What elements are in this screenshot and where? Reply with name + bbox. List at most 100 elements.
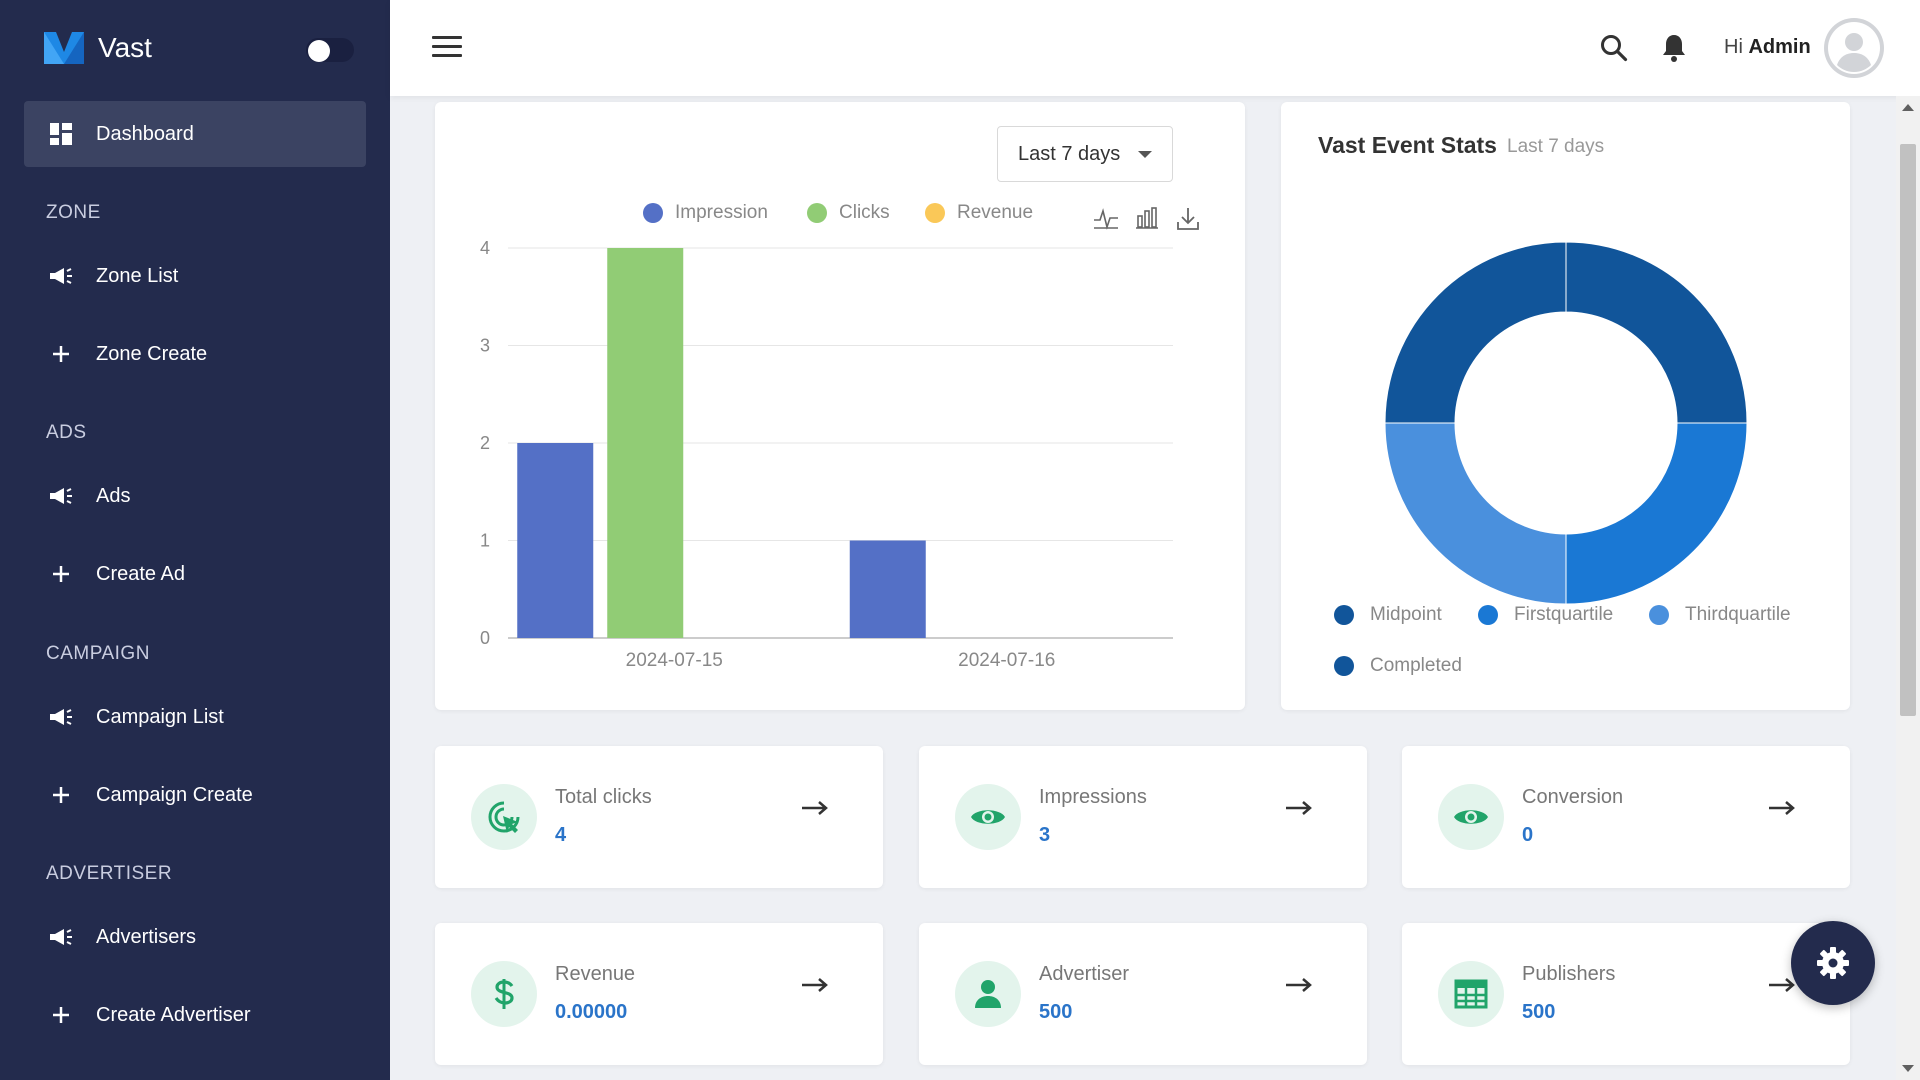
donut-subtitle: Last 7 days	[1507, 136, 1605, 157]
section-ads: ADS	[46, 422, 87, 443]
donut-slice-completed	[1384, 241, 1567, 424]
sidebar-item-create-ad[interactable]: Create Ad	[24, 541, 366, 607]
stat-value: 0.00000	[555, 1001, 628, 1023]
eye-icon	[1438, 784, 1504, 850]
stat-card-revenue[interactable]: Revenue 0.00000	[435, 923, 883, 1065]
toggle-knob	[308, 40, 330, 62]
sidebar-item-label: Dashboard	[96, 122, 194, 145]
legend-thirdquartile[interactable]: Thirdquartile	[1649, 604, 1791, 626]
legend-label: Completed	[1370, 655, 1462, 676]
download-icon[interactable]	[1176, 206, 1200, 237]
legend-dot	[1334, 656, 1354, 676]
user-icon	[955, 961, 1021, 1027]
section-zone: ZONE	[46, 202, 101, 223]
y-tick-label: 4	[480, 238, 490, 258]
stat-card-publishers[interactable]: Publishers 500	[1402, 923, 1850, 1065]
date-range-value: Last 7 days	[1018, 142, 1121, 165]
legend-revenue[interactable]: Revenue	[925, 202, 1033, 224]
megaphone-icon	[48, 707, 74, 727]
legend-midpoint[interactable]: Midpoint	[1334, 604, 1442, 626]
sidebar-item-zone-create[interactable]: Zone Create	[24, 321, 366, 387]
arrow-right-icon[interactable]	[801, 800, 829, 821]
theme-toggle[interactable]	[306, 38, 354, 62]
user-greeting: Hi Admin	[1724, 36, 1811, 59]
bar-chart: 0 1 2 3 4 2024-07-15 2024-07-16	[480, 238, 1173, 671]
sidebar-item-ads[interactable]: Ads	[24, 463, 366, 529]
scrollbar-thumb[interactable]	[1900, 144, 1916, 716]
sidebar-item-label: Advertisers	[96, 925, 197, 948]
stat-label: Impressions	[1039, 786, 1147, 808]
legend-dot	[925, 203, 945, 223]
arrow-right-icon[interactable]	[1285, 800, 1313, 821]
section-campaign: CAMPAIGN	[46, 643, 150, 664]
search-icon[interactable]	[1600, 34, 1628, 67]
caret-down-icon	[1138, 151, 1152, 158]
sidebar-item-label: Ads	[96, 484, 131, 507]
bar-chart-card: Last 7 days Impression Clicks Revenue 0 1…	[435, 102, 1245, 710]
scroll-down-arrow-icon[interactable]	[1902, 1065, 1914, 1072]
date-range-dropdown[interactable]: Last 7 days	[997, 126, 1173, 182]
settings-fab-button[interactable]	[1791, 921, 1875, 1005]
sidebar-item-dashboard[interactable]: Dashboard	[24, 101, 366, 167]
sidebar-item-label: Campaign List	[96, 705, 224, 728]
arrow-right-icon[interactable]	[1285, 977, 1313, 998]
sidebar-item-label: Create Ad	[96, 562, 185, 585]
hamburger-menu-icon[interactable]	[432, 36, 462, 58]
top-header: Hi Admin	[390, 0, 1920, 96]
stat-card-conversion[interactable]: Conversion 0	[1402, 746, 1850, 888]
x-tick-label: 2024-07-16	[958, 650, 1055, 671]
legend-label: Midpoint	[1370, 604, 1442, 625]
legend-label: Impression	[675, 202, 768, 223]
plus-icon	[48, 565, 74, 583]
stat-value: 500	[1522, 1001, 1556, 1023]
bar-clicks	[607, 248, 684, 638]
plus-icon	[48, 786, 74, 804]
stat-value: 4	[555, 824, 567, 846]
stat-card-advertiser[interactable]: Advertiser 500	[919, 923, 1367, 1065]
brand[interactable]: Vast	[44, 30, 152, 66]
legend-firstquartile[interactable]: Firstquartile	[1478, 604, 1613, 626]
bar-chart-toggle-icon[interactable]	[1135, 206, 1159, 235]
bell-icon[interactable]	[1660, 32, 1688, 69]
sidebar-item-zone-list[interactable]: Zone List	[24, 243, 366, 309]
sidebar-item-create-advertiser[interactable]: Create Advertiser	[24, 982, 366, 1048]
legend-clicks[interactable]: Clicks	[807, 202, 890, 224]
arrow-right-icon[interactable]	[801, 977, 829, 998]
line-chart-toggle-icon[interactable]	[1093, 206, 1119, 235]
legend-label: Thirdquartile	[1685, 604, 1791, 625]
legend-completed[interactable]: Completed	[1334, 655, 1462, 677]
stat-card-impressions[interactable]: Impressions 3	[919, 746, 1367, 888]
dashboard-icon	[48, 123, 74, 145]
donut-title: Vast Event Stats	[1318, 132, 1497, 158]
donut-slice-firstquartile	[1565, 422, 1748, 605]
gear-icon	[1817, 947, 1849, 979]
scroll-up-arrow-icon[interactable]	[1902, 104, 1914, 111]
stat-label: Total clicks	[555, 786, 652, 808]
brand-name: Vast	[98, 32, 152, 63]
y-tick-label: 0	[480, 628, 490, 648]
plus-icon	[48, 1006, 74, 1024]
user-avatar-icon	[1828, 22, 1880, 74]
legend-impression[interactable]: Impression	[643, 202, 768, 224]
sidebar-item-campaign-list[interactable]: Campaign List	[24, 684, 366, 750]
legend-label: Clicks	[839, 202, 890, 223]
stat-label: Advertiser	[1039, 963, 1130, 985]
legend-dot	[643, 203, 663, 223]
stat-value: 3	[1039, 824, 1051, 846]
sidebar-item-advertisers[interactable]: Advertisers	[24, 904, 366, 970]
arrow-right-icon[interactable]	[1768, 800, 1796, 821]
megaphone-icon	[48, 486, 74, 506]
avatar[interactable]	[1824, 18, 1884, 78]
legend-dot	[1334, 605, 1354, 625]
donut-slice-thirdquartile	[1384, 422, 1567, 605]
page-scrollbar[interactable]	[1896, 96, 1920, 1080]
arrow-right-icon[interactable]	[1768, 977, 1796, 998]
stat-card-total-clicks[interactable]: Total clicks 4	[435, 746, 883, 888]
stat-label: Conversion	[1522, 786, 1624, 808]
legend-label: Revenue	[957, 202, 1034, 223]
y-tick-label: 1	[480, 531, 490, 551]
cursor-click-icon	[471, 784, 537, 850]
eye-icon	[955, 784, 1021, 850]
table-icon	[1438, 961, 1504, 1027]
sidebar-item-campaign-create[interactable]: Campaign Create	[24, 762, 366, 828]
